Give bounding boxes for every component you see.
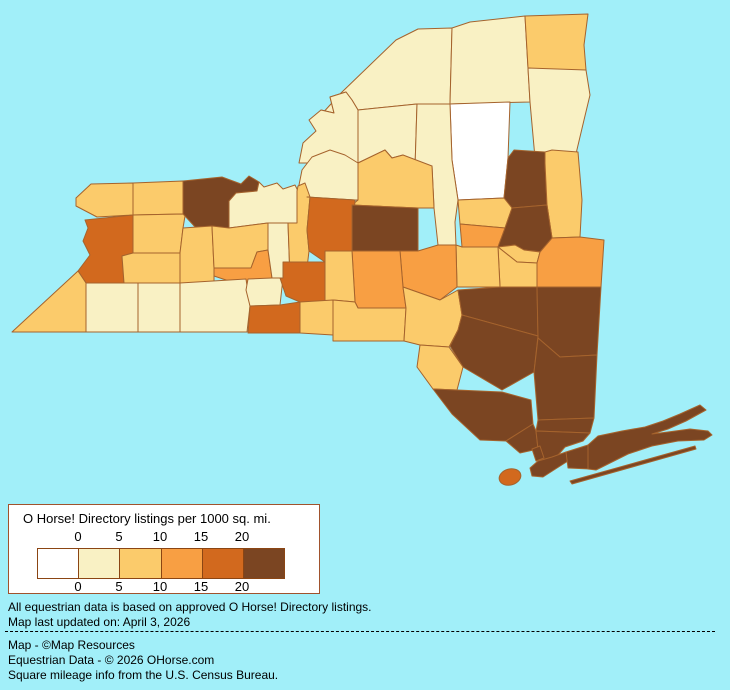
county-putnam bbox=[535, 417, 595, 434]
county-chautauqua bbox=[11, 270, 87, 333]
county-manhattan-bronx bbox=[531, 445, 545, 462]
county-schoharie bbox=[455, 244, 501, 288]
county-tompkins bbox=[279, 261, 326, 303]
legend-swatch-10-15 bbox=[160, 549, 202, 578]
county-essex bbox=[527, 67, 591, 159]
legend-swatch-5-10 bbox=[119, 549, 161, 578]
legend-swatch-20plus bbox=[242, 549, 285, 578]
county-clinton bbox=[524, 13, 589, 73]
county-rensselaer bbox=[536, 236, 605, 288]
county-suffolk bbox=[587, 404, 713, 471]
county-niagara bbox=[75, 182, 134, 218]
county-chemung bbox=[247, 301, 301, 334]
county-shapes bbox=[11, 13, 713, 486]
county-cortland bbox=[324, 250, 356, 303]
county-warren bbox=[503, 149, 548, 209]
county-chenango bbox=[351, 250, 407, 309]
credit-equestrian-data: Equestrian Data - © 2026 OHorse.com bbox=[8, 653, 215, 667]
county-allegany bbox=[137, 282, 181, 333]
county-wyoming bbox=[121, 252, 181, 284]
legend-tick: 15 bbox=[193, 579, 209, 594]
legend-tick: 5 bbox=[115, 579, 123, 594]
legend-tick: 10 bbox=[152, 529, 168, 544]
legend-title: O Horse! Directory listings per 1000 sq.… bbox=[23, 511, 271, 526]
county-fulton bbox=[457, 197, 513, 229]
dashed-divider bbox=[5, 631, 715, 632]
credit-square-mileage: Square mileage info from the U.S. Census… bbox=[8, 668, 279, 682]
county-steuben bbox=[179, 278, 251, 333]
county-nassau bbox=[565, 444, 591, 470]
legend-swatch-0-5 bbox=[78, 549, 120, 578]
legend-swatch-15-20 bbox=[201, 549, 243, 578]
legend: O Horse! Directory listings per 1000 sq.… bbox=[8, 504, 320, 594]
note-data-source: All equestrian data is based on approved… bbox=[8, 600, 372, 614]
county-washington bbox=[544, 149, 583, 239]
legend-tick: 0 bbox=[74, 579, 82, 594]
county-orleans bbox=[132, 180, 184, 216]
county-tioga bbox=[299, 299, 334, 336]
county-cattaraugus bbox=[85, 282, 139, 333]
legend-color-ramp bbox=[37, 548, 285, 579]
legend-tick: 20 bbox=[234, 529, 250, 544]
county-livingston bbox=[179, 225, 215, 284]
county-madison bbox=[351, 204, 419, 252]
legend-swatch-0 bbox=[38, 549, 79, 578]
legend-tick: 0 bbox=[74, 529, 82, 544]
legend-tick: 15 bbox=[193, 529, 209, 544]
note-last-updated: Map last updated on: April 3, 2026 bbox=[8, 615, 191, 629]
county-fire-island bbox=[569, 445, 697, 485]
county-schuyler bbox=[245, 277, 284, 307]
credit-map: Map - ©Map Resources bbox=[8, 638, 135, 652]
county-franklin bbox=[449, 15, 531, 105]
legend-tick: 20 bbox=[234, 579, 250, 594]
legend-tick: 10 bbox=[152, 579, 168, 594]
county-hamilton bbox=[449, 101, 511, 201]
county-montgomery bbox=[459, 223, 506, 248]
legend-tick: 5 bbox=[115, 529, 123, 544]
county-genesee bbox=[132, 213, 186, 254]
county-richmond bbox=[498, 468, 522, 486]
